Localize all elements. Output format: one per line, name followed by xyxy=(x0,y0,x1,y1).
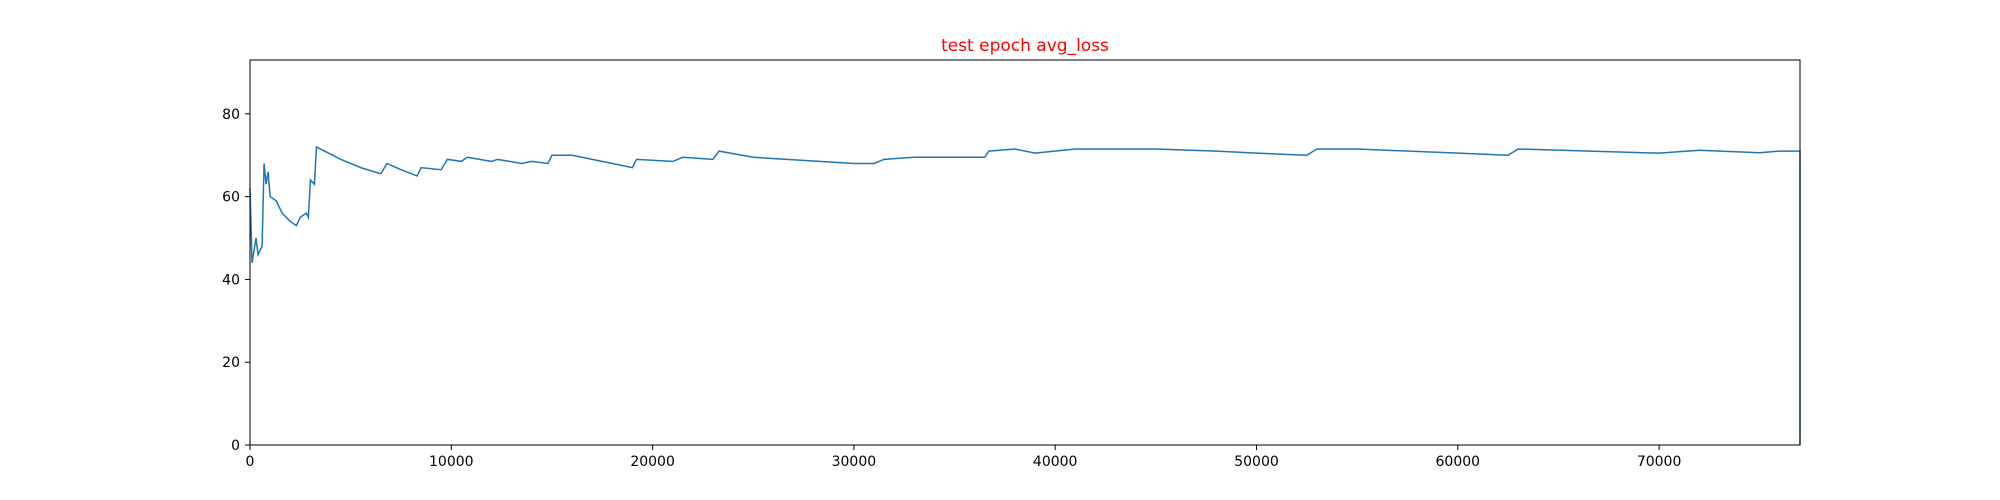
line-series xyxy=(249,145,1801,445)
y-tick-label: 40 xyxy=(222,272,240,288)
x-tick-label: 30000 xyxy=(832,454,877,470)
chart-title: test epoch avg_loss xyxy=(941,36,1109,56)
x-tick-label: 40000 xyxy=(1033,454,1078,470)
x-tick-label: 60000 xyxy=(1436,454,1481,470)
y-tick-label: 20 xyxy=(222,355,240,371)
y-tick-label: 60 xyxy=(222,190,240,206)
y-tick-label: 0 xyxy=(231,438,240,454)
x-tick-label: 70000 xyxy=(1637,454,1682,470)
y-tick-label: 80 xyxy=(222,107,240,123)
x-tick-label: 0 xyxy=(246,454,255,470)
x-tick-label: 50000 xyxy=(1234,454,1279,470)
x-tick-label: 10000 xyxy=(429,454,474,470)
x-tick-label: 20000 xyxy=(630,454,675,470)
plot-frame xyxy=(249,59,1801,446)
